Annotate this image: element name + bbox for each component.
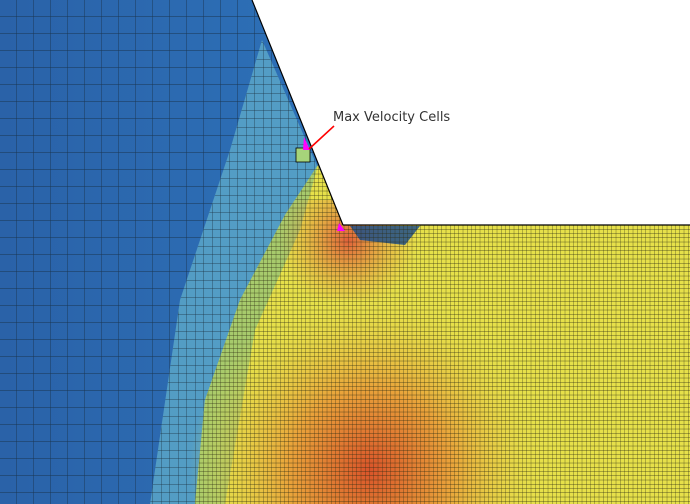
- cell-marker: [295, 147, 311, 163]
- fine-grid-lines: [195, 165, 690, 504]
- max-velocity-cell-1: [303, 137, 310, 150]
- void-region: [252, 0, 690, 225]
- max-velocity-cell-2: [337, 223, 345, 231]
- boundary-edge: [251, 0, 344, 226]
- annotation-label: Max Velocity Cells: [333, 110, 450, 125]
- annotation-arrow: [308, 125, 335, 150]
